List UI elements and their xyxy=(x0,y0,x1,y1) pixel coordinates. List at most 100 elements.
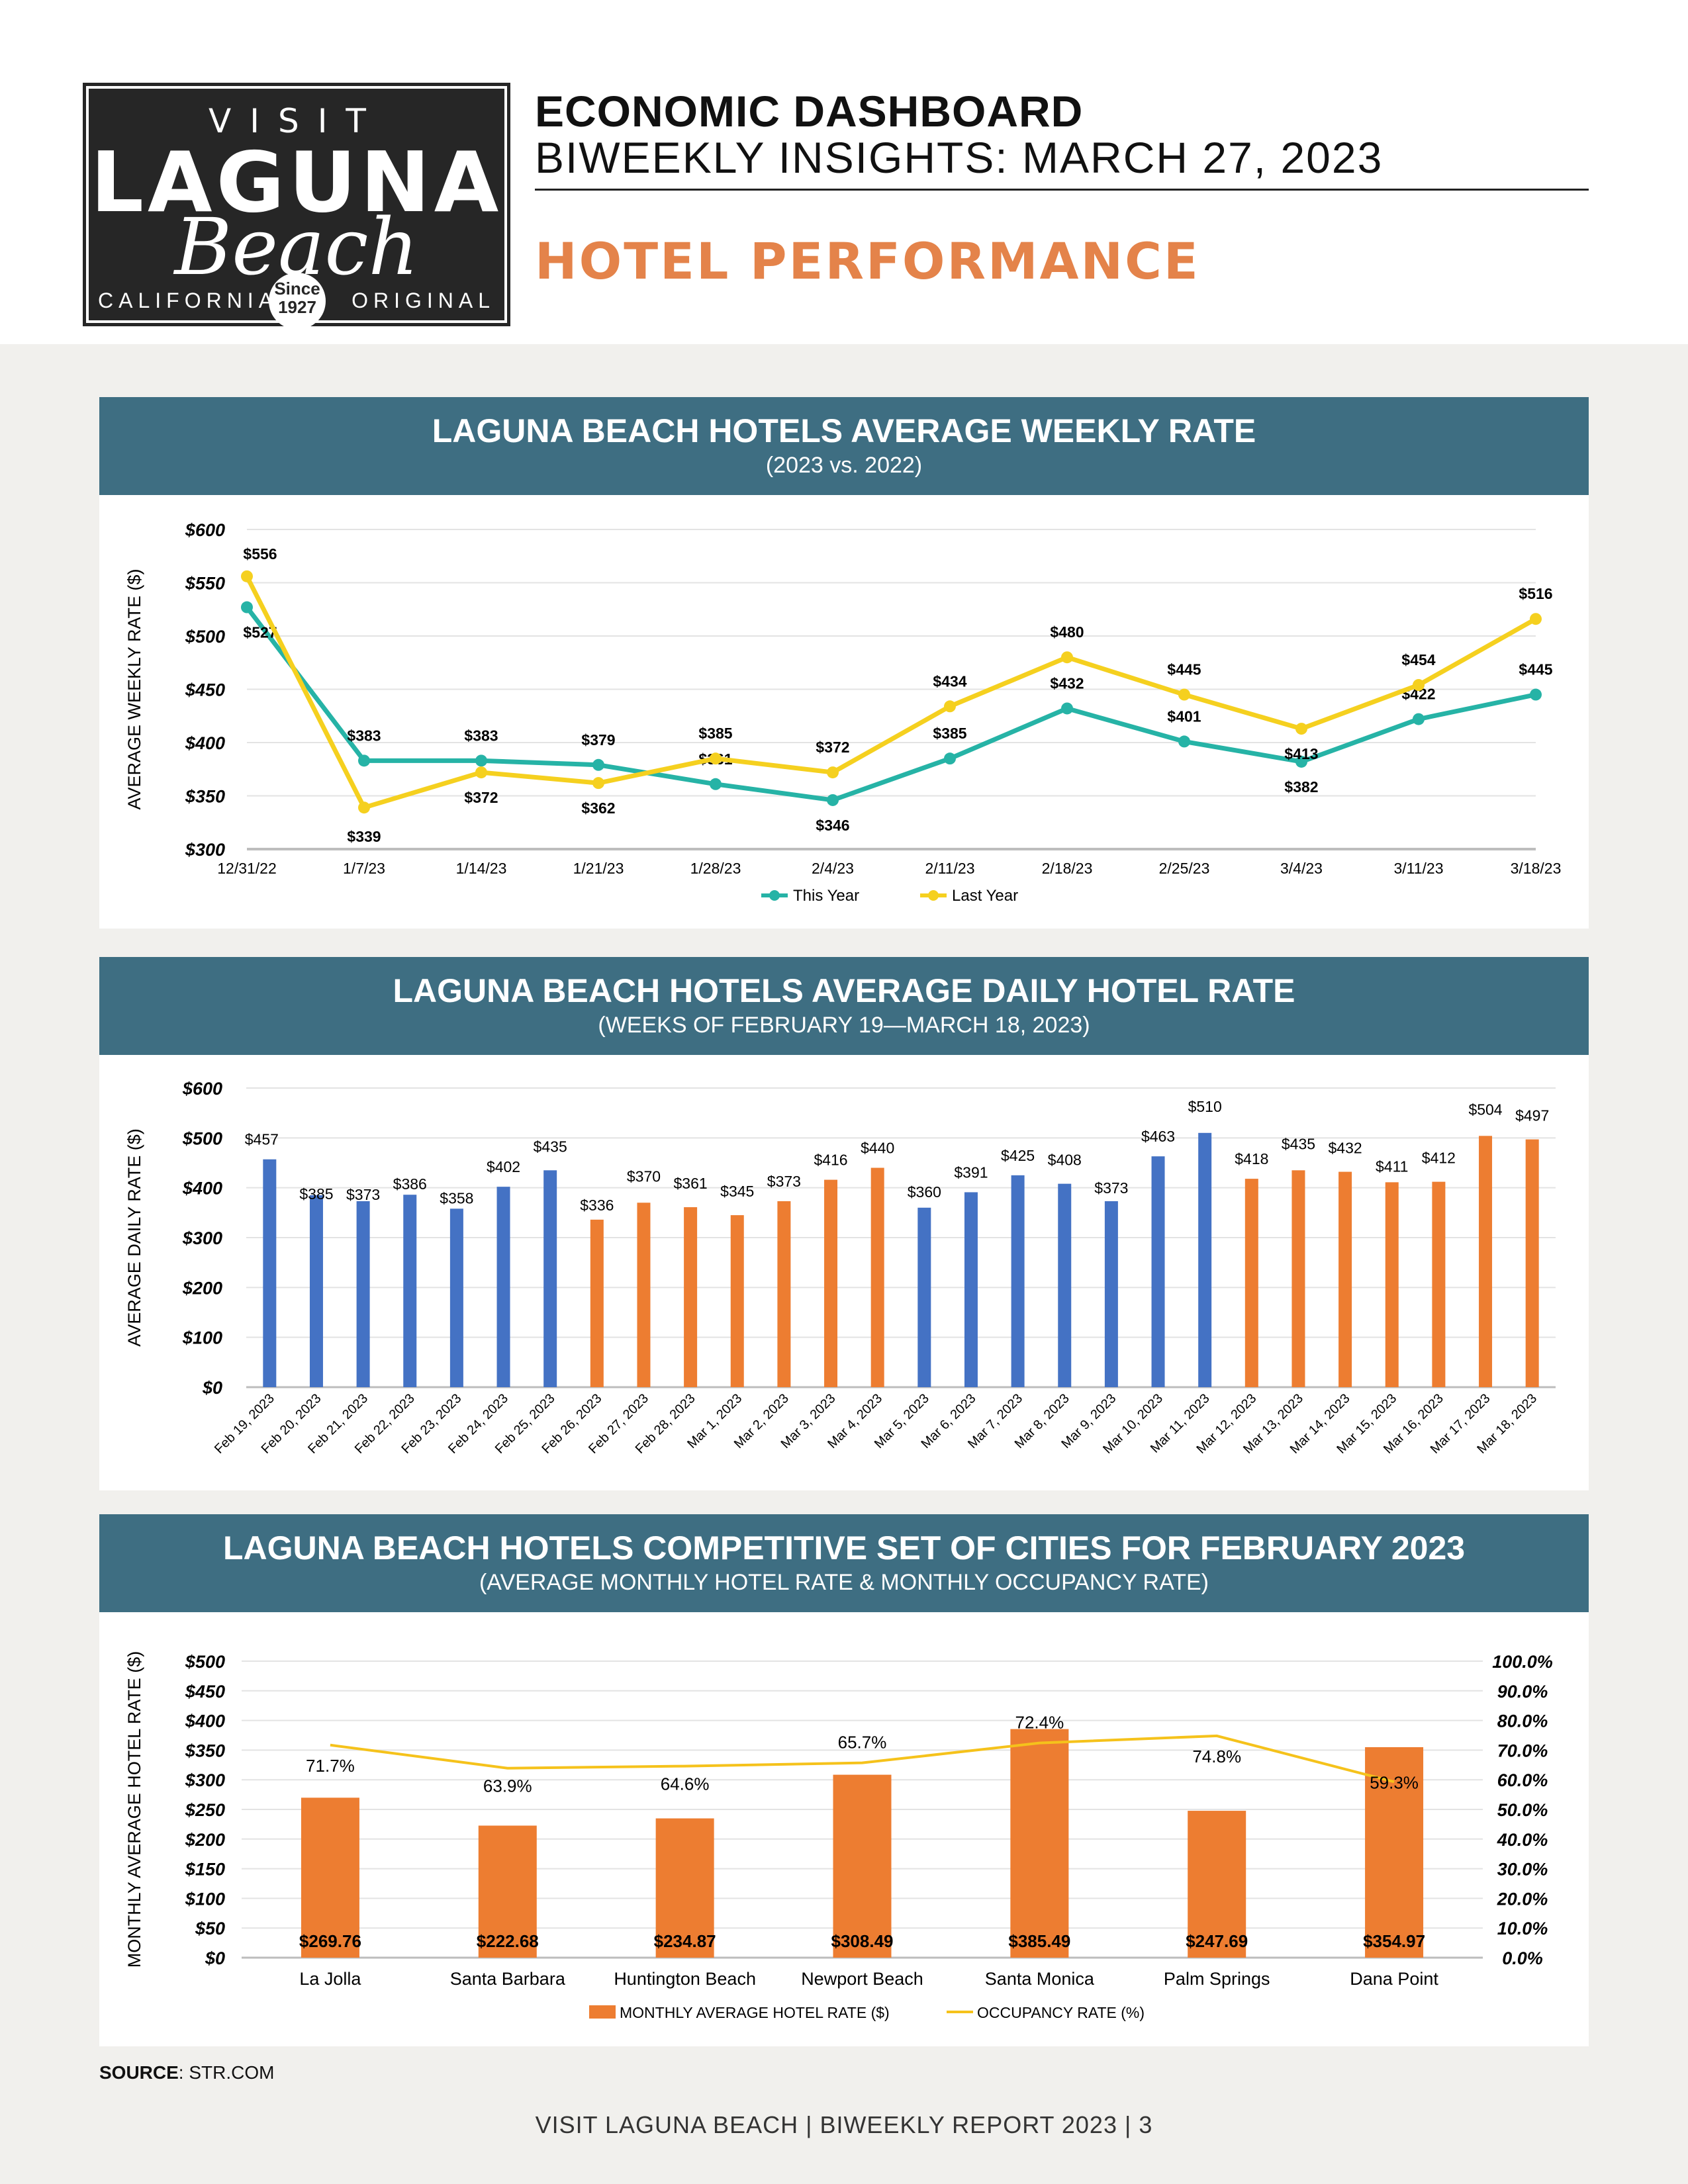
data-label: $480 xyxy=(1050,623,1084,641)
y-tick-label: $0 xyxy=(202,1378,222,1398)
bar xyxy=(543,1170,557,1387)
bar-value-label: $373 xyxy=(767,1173,801,1190)
bar-value-label: $247.69 xyxy=(1186,1931,1248,1951)
bar-value-label: $418 xyxy=(1235,1150,1268,1167)
source-note: SOURCE: STR.COM xyxy=(99,2062,274,2083)
chart3-panel: $0 0.0% $50 10.0% $100 20.0% $150 30.0% $200 40.0… xyxy=(99,1612,1589,2046)
data-label: $362 xyxy=(581,799,615,817)
chart2-title: LAGUNA BEACH HOTELS AVERAGE DAILY HOTEL … xyxy=(393,972,1295,1009)
chart1-title-band: LAGUNA BEACH HOTELS AVERAGE WEEKLY RATE … xyxy=(99,397,1589,495)
page-footer: VISIT LAGUNA BEACH | BIWEEKLY REPORT 202… xyxy=(535,2111,1153,2138)
chart2-subtitle: (WEEKS OF FEBRUARY 19—MARCH 18, 2023) xyxy=(598,1013,1090,1038)
y-tick-label: $350 xyxy=(185,1741,225,1760)
y-tick-label: $300 xyxy=(185,840,225,860)
x-tick-label: Santa Monica xyxy=(985,1969,1095,1989)
data-label: $383 xyxy=(347,727,381,744)
bar xyxy=(684,1207,698,1387)
bar xyxy=(478,1825,537,1958)
bar-value-label: $463 xyxy=(1141,1128,1175,1145)
bar xyxy=(1525,1139,1539,1387)
bar-value-label: $432 xyxy=(1329,1140,1362,1157)
bar-value-label: $269.76 xyxy=(299,1931,361,1951)
bar xyxy=(1010,1729,1069,1958)
y-tick-label: $400 xyxy=(185,1711,225,1731)
data-point xyxy=(944,700,956,713)
source-label: SOURCE xyxy=(99,2062,179,2083)
bar-value-label: $435 xyxy=(534,1138,567,1155)
data-point xyxy=(1178,735,1190,748)
x-tick-label: 1/14/23 xyxy=(456,860,507,877)
data-point xyxy=(827,794,839,806)
source-text: : STR.COM xyxy=(178,2062,275,2083)
x-tick-label: 1/28/23 xyxy=(690,860,741,877)
data-point xyxy=(358,754,370,767)
occupancy-label: 64.6% xyxy=(661,1774,710,1794)
section-title: HOTEL PERFORMANCE xyxy=(535,232,1200,291)
header-divider xyxy=(535,189,1589,191)
logo-california-text: CALIFORNIA xyxy=(98,289,279,312)
y-axis-label: MONTHLY AVERAGE HOTEL RATE ($) xyxy=(124,1651,144,1968)
x-tick-label: Palm Springs xyxy=(1164,1969,1270,1989)
logo-since-badge: Since 1927 xyxy=(269,273,326,330)
data-label: $372 xyxy=(816,739,849,756)
chart3-title-band: LAGUNA BEACH HOTELS COMPETITIVE SET OF C… xyxy=(99,1514,1589,1612)
bar-value-label: $457 xyxy=(245,1131,279,1148)
bar xyxy=(263,1159,277,1387)
y-tick-label: $500 xyxy=(185,1652,225,1672)
bar xyxy=(1365,1747,1424,1958)
data-point xyxy=(241,601,253,614)
data-point xyxy=(1413,679,1425,692)
data-label: $339 xyxy=(347,828,381,845)
data-point xyxy=(944,752,956,765)
data-label: $372 xyxy=(464,789,498,806)
bar-value-label: $408 xyxy=(1048,1152,1082,1169)
data-label: $382 xyxy=(1284,778,1318,796)
bar xyxy=(449,1208,463,1387)
data-point xyxy=(1413,713,1425,725)
data-label: $556 xyxy=(243,545,277,563)
data-point xyxy=(241,570,253,582)
data-point xyxy=(710,752,722,765)
data-label: $379 xyxy=(581,731,615,749)
y-tick-label: $350 xyxy=(185,787,225,807)
series-line-last-year xyxy=(244,575,1537,810)
bar xyxy=(1244,1179,1258,1387)
bar xyxy=(1104,1201,1118,1387)
data-label: $432 xyxy=(1050,674,1084,692)
data-point xyxy=(1178,688,1190,701)
bar xyxy=(824,1179,838,1387)
data-point xyxy=(1295,755,1307,768)
occupancy-label: 72.4% xyxy=(1015,1713,1064,1733)
bar xyxy=(1011,1175,1025,1387)
y-tick-label: $0 xyxy=(205,1948,225,1968)
weekly-rate-line-chart: $300 $350 $400 $450 $500 $550 $600 12/31/22 1/7/… xyxy=(124,520,1561,905)
bar xyxy=(730,1215,744,1387)
legend-marker xyxy=(769,890,780,901)
y-tick-label: $400 xyxy=(182,1179,222,1199)
y2-tick-label: 80.0% xyxy=(1497,1711,1548,1731)
data-point xyxy=(1295,723,1307,735)
bar-value-label: $222.68 xyxy=(477,1931,539,1951)
y2-tick-label: 90.0% xyxy=(1497,1682,1548,1702)
bar xyxy=(1188,1811,1246,1958)
y2-tick-label: 10.0% xyxy=(1497,1919,1548,1938)
data-label: $445 xyxy=(1167,661,1201,678)
bar xyxy=(777,1201,791,1387)
y-tick-label: $450 xyxy=(185,680,225,700)
bar-value-label: $345 xyxy=(720,1183,754,1200)
dashboard-subtitle: BIWEEKLY INSIGHTS: MARCH 27, 2023 xyxy=(535,133,1383,182)
visit-laguna-beach-logo: VISIT LAGUNA Beach CALIFORNIA ORIGINAL S… xyxy=(83,83,510,330)
y-tick-label: $550 xyxy=(185,574,225,594)
bar-value-label: $373 xyxy=(346,1186,380,1203)
y-tick-label: $300 xyxy=(182,1228,222,1248)
data-label: $413 xyxy=(1284,745,1318,762)
bar xyxy=(301,1797,359,1958)
y2-tick-label: 40.0% xyxy=(1497,1830,1548,1850)
occupancy-line xyxy=(330,1734,1395,1784)
logo-laguna-text: LAGUNA xyxy=(90,134,503,231)
data-point xyxy=(1530,688,1542,701)
bar xyxy=(833,1774,892,1958)
bar-value-label: $425 xyxy=(1001,1147,1035,1164)
bar-value-label: $386 xyxy=(393,1175,427,1193)
data-point xyxy=(710,778,722,790)
